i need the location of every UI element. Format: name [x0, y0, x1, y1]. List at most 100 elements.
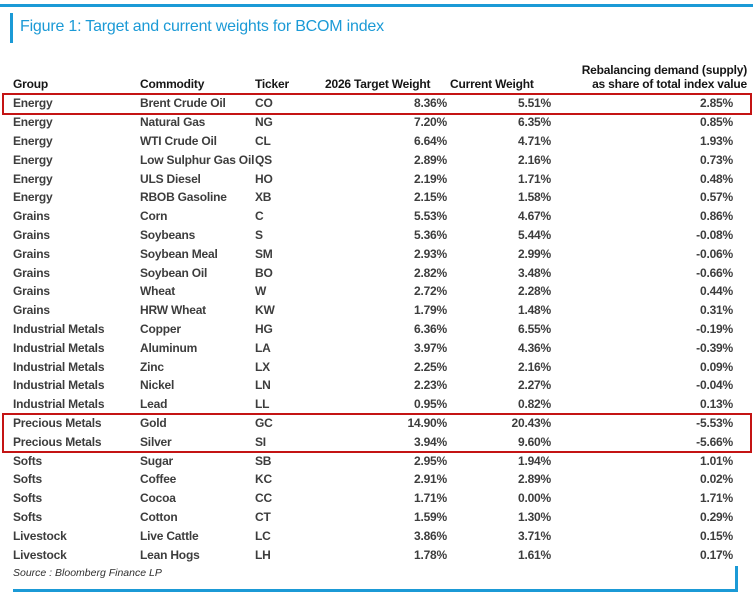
cell: 2.16% [517, 359, 551, 374]
cell: Grains [13, 227, 50, 242]
col-header-target-weight: 2026 Target Weight [325, 77, 431, 91]
table-row: Energy Brent Crude Oil CO 8.36% 5.51% 2.85% [0, 94, 753, 113]
cell: LL [255, 397, 270, 412]
cell: KW [255, 303, 275, 318]
cell: 1.58% [517, 190, 551, 205]
cell: Grains [13, 265, 50, 280]
table-row: Energy WTI Crude Oil CL 6.64% 4.71% 1.93% [0, 132, 753, 151]
cell: C [255, 209, 264, 224]
cell: Livestock [13, 528, 67, 543]
cell: 2.72% [413, 284, 447, 299]
cell: Energy [13, 115, 53, 130]
cell: Grains [13, 246, 50, 261]
cell: Gold [140, 415, 167, 430]
cell: S [255, 227, 263, 242]
table-row: Softs Cotton CT 1.59% 1.30% 0.29% [0, 508, 753, 527]
cell: Softs [13, 491, 43, 506]
table-row: Energy ULS Diesel HO 2.19% 1.71% 0.48% [0, 169, 753, 188]
cell: 6.55% [517, 321, 551, 336]
cell: 0.15% [699, 528, 733, 543]
cell: Low Sulphur Gas Oil [140, 152, 255, 167]
cell: 2.95% [413, 453, 447, 468]
cell: 5.51% [517, 96, 551, 111]
cell: HG [255, 321, 273, 336]
cell: -0.66% [696, 265, 733, 280]
cell: 8.36% [413, 96, 447, 111]
weights-table: Group Commodity Ticker 2026 Target Weigh… [0, 55, 753, 564]
cell: 0.86% [699, 209, 733, 224]
table-header: Group Commodity Ticker 2026 Target Weigh… [0, 55, 753, 94]
cell: -0.04% [696, 378, 733, 393]
table-row: Grains Soybeans S 5.36% 5.44% -0.08% [0, 226, 753, 245]
cell: Grains [13, 209, 50, 224]
table-row: Industrial Metals Copper HG 6.36% 6.55% -0.19… [0, 320, 753, 339]
cell: 1.71% [413, 491, 447, 506]
col-header-rebalancing-line1: Rebalancing demand (supply) [581, 63, 747, 77]
cell: RBOB Gasoline [140, 190, 227, 205]
cell: 0.95% [413, 397, 447, 412]
cell: Energy [13, 152, 53, 167]
cell: 3.94% [413, 434, 447, 449]
table-row: Livestock Live Cattle LC 3.86% 3.71% 0.15% [0, 526, 753, 545]
cell: 3.97% [413, 340, 447, 355]
table-row: Softs Cocoa CC 1.71% 0.00% 1.71% [0, 489, 753, 508]
cell: 0.02% [699, 472, 733, 487]
cell: Industrial Metals [13, 397, 105, 412]
cell: Brent Crude Oil [140, 96, 226, 111]
col-header-commodity: Commodity [140, 77, 205, 91]
table-row: Grains HRW Wheat KW 1.79% 1.48% 0.31% [0, 301, 753, 320]
table-row: Grains Corn C 5.53% 4.67% 0.86% [0, 207, 753, 226]
cell: Lead [140, 397, 168, 412]
cell: 0.31% [699, 303, 733, 318]
cell: Precious Metals [13, 434, 102, 449]
cell: 2.82% [413, 265, 447, 280]
cell: Softs [13, 472, 43, 487]
cell: 1.93% [699, 133, 733, 148]
table-row: Grains Soybean Meal SM 2.93% 2.99% -0.06% [0, 244, 753, 263]
top-accent-rule [0, 4, 753, 7]
cell: KC [255, 472, 272, 487]
cell: LN [255, 378, 271, 393]
cell: SM [255, 246, 273, 261]
cell: Industrial Metals [13, 321, 105, 336]
cell: 1.61% [517, 547, 551, 562]
cell: 0.09% [699, 359, 733, 374]
cell: 1.78% [413, 547, 447, 562]
cell: -0.39% [696, 340, 733, 355]
cell: Industrial Metals [13, 340, 105, 355]
cell: GC [255, 415, 273, 430]
cell: Zinc [140, 359, 164, 374]
cell: HO [255, 171, 273, 186]
cell: 2.23% [413, 378, 447, 393]
cell: Cotton [140, 509, 178, 524]
cell: 2.85% [699, 96, 733, 111]
cell: Nickel [140, 378, 175, 393]
cell: 2.16% [517, 152, 551, 167]
table-row: Softs Coffee KC 2.91% 2.89% 0.02% [0, 470, 753, 489]
cell: 1.48% [517, 303, 551, 318]
cell: 2.93% [413, 246, 447, 261]
cell: 6.36% [413, 321, 447, 336]
cell: Grains [13, 284, 50, 299]
cell: SB [255, 453, 272, 468]
cell: 6.35% [517, 115, 551, 130]
cell: Sugar [140, 453, 174, 468]
cell: Cocoa [140, 491, 176, 506]
cell: Wheat [140, 284, 176, 299]
cell: 1.94% [517, 453, 551, 468]
col-header-group: Group [13, 77, 48, 91]
cell: Industrial Metals [13, 378, 105, 393]
cell: CO [255, 96, 273, 111]
cell: 2.89% [413, 152, 447, 167]
cell: 7.20% [413, 115, 447, 130]
cell: Energy [13, 133, 53, 148]
cell: 3.71% [517, 528, 551, 543]
cell: 3.48% [517, 265, 551, 280]
cell: Live Cattle [140, 528, 199, 543]
cell: HRW Wheat [140, 303, 206, 318]
cell: 20.43% [511, 415, 552, 430]
cell: BO [255, 265, 273, 280]
cell: 0.13% [699, 397, 733, 412]
cell: LC [255, 528, 271, 543]
title-accent-bar [10, 13, 13, 43]
